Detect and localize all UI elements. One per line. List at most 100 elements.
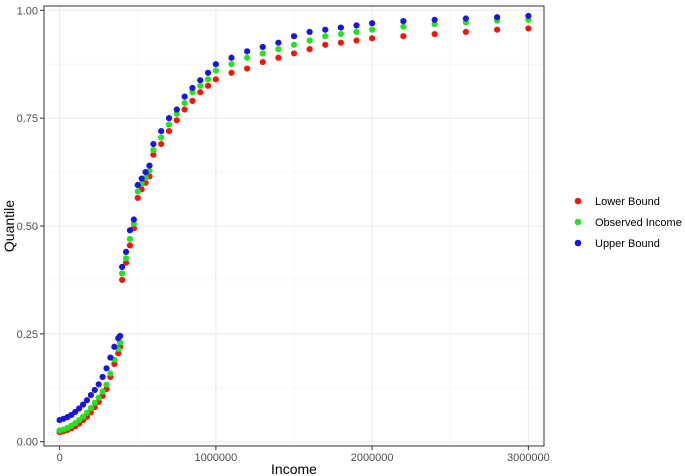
data-point [122,255,130,262]
x-tick-label: 3000000 [507,452,550,464]
data-point [306,37,313,44]
legend-label: Lower Bound [595,196,660,208]
data-point [244,48,251,55]
y-axis-title: Quantile [1,200,17,252]
data-point [79,413,87,420]
data-point [353,28,360,35]
data-point [99,373,106,381]
data-point [431,30,438,38]
data-point [189,97,196,105]
legend-key [574,218,582,226]
data-point [228,69,235,76]
data-point [494,14,501,21]
data-point [212,67,219,74]
data-point [181,99,188,107]
grid [44,6,544,446]
x-tick-label: 1000000 [194,452,237,464]
data-point [353,22,360,29]
data-point [83,397,91,404]
data-point [259,58,266,66]
data-point [212,61,219,68]
data-point [400,33,407,40]
y-tick-label: 0.00 [17,437,38,449]
data-point [138,175,145,182]
data-point [306,46,313,53]
data-point [158,127,165,135]
legend-key [574,197,582,205]
data-point [142,168,149,176]
data-point [150,146,157,154]
y-tick-label: 1.00 [17,5,38,17]
data-point [369,26,376,33]
data-point [95,394,102,401]
y-tick-label: 0.25 [17,329,38,341]
data-point [189,89,196,96]
data-point [431,21,438,28]
data-point [290,50,298,57]
data-point [99,388,106,395]
data-point [116,332,124,340]
data-point [165,127,173,135]
data-point [150,151,157,158]
y-tick-label: 0.50 [17,221,38,233]
data-point [322,41,329,48]
x-axis-title: Income [271,461,317,476]
data-point [197,82,204,89]
series-upper-bound [56,12,532,424]
data-point [275,46,282,53]
data-point [337,24,344,31]
data-point [337,30,344,38]
data-point [134,181,141,189]
data-point [228,61,235,68]
data-point [146,162,153,169]
data-point [204,82,212,89]
data-point [431,16,438,23]
data-point [525,25,532,32]
legend-label: Upper Bound [595,238,660,250]
data-points [56,12,532,436]
data-point [111,343,118,350]
data-point [244,65,251,72]
data-point [369,35,376,42]
data-point [369,20,376,27]
data-point [173,106,180,113]
data-point [400,23,407,30]
data-point [119,270,126,277]
legend: Lower Bound Observed Income Upper Bound [574,196,682,250]
data-point [134,194,141,202]
data-point [115,350,122,357]
data-point [95,381,102,388]
data-point [173,117,180,124]
data-point [494,26,501,33]
data-point [134,188,141,195]
legend-key [574,239,582,247]
data-point [158,140,165,148]
data-point [103,381,110,388]
legend-label: Observed Income [595,217,682,229]
data-point [244,54,251,61]
data-point [197,89,204,96]
data-point [306,28,313,35]
data-point [150,140,157,148]
data-point [91,399,98,406]
data-point [107,370,114,377]
data-point [189,84,196,92]
data-point [126,235,134,243]
data-point [259,50,266,57]
data-point [290,33,298,40]
data-point [122,259,130,266]
data-point [204,76,212,83]
y-tick-label: 0.75 [17,113,38,125]
data-point [119,276,126,284]
data-point [197,77,204,84]
data-point [126,227,134,234]
data-point [322,33,329,40]
data-point [204,69,212,76]
data-point [126,242,134,249]
axis-ticks: 0 1000000 2000000 3000000 0.00 0.25 0.50 0.75 1.… [17,5,550,464]
data-point [107,354,114,361]
x-tick-label: 2000000 [351,452,394,464]
data-point [119,263,126,271]
